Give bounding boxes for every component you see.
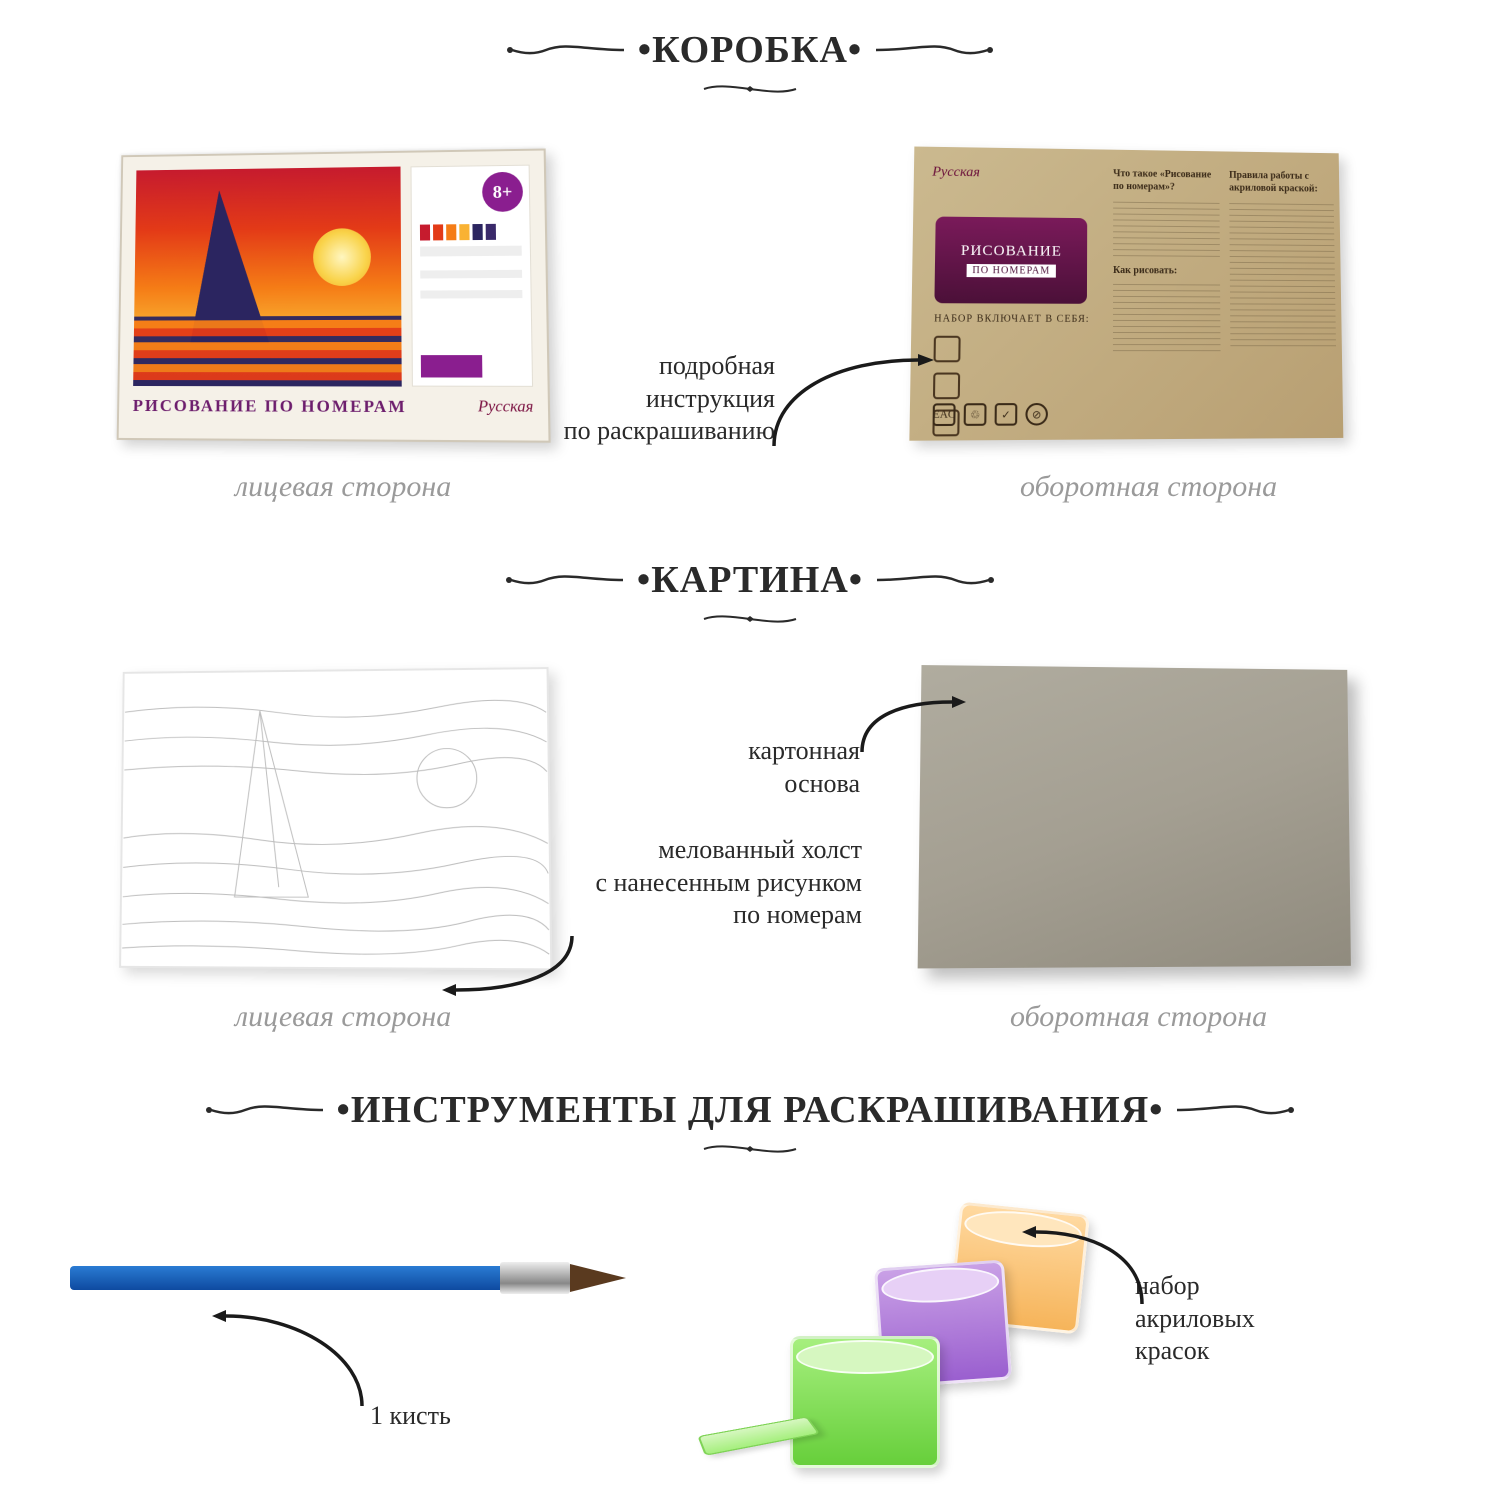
box-front: 8+ РИСОВАНИЕ ПО НОМЕРАМ Русская xyxy=(117,149,551,443)
box-front-banner: РИСОВАНИЕ ПО НОМЕРАМ xyxy=(133,396,407,417)
callout-instructions: подробная инструкция по раскрашиванию xyxy=(495,350,775,448)
callout-paints: набор акриловых красок xyxy=(1135,1270,1355,1368)
callout-instructions-l3: по раскрашиванию xyxy=(495,415,775,448)
box-front-art xyxy=(133,167,402,387)
callout-cardboard-l2: основа xyxy=(660,768,860,801)
arrow-brush-icon xyxy=(208,1306,368,1416)
box-back: Русская РИСОВАНИЕ ПО НОМЕРАМ НАБОР ВКЛЮЧ… xyxy=(909,147,1343,441)
cert-icon: ✓ xyxy=(995,403,1018,426)
callout-canvas-l2: с нанесенным рисунком xyxy=(552,867,862,900)
caption-box-back: оборотная сторона xyxy=(1020,470,1277,504)
waves-icon xyxy=(133,316,402,387)
paint-pot-green xyxy=(790,1336,940,1468)
section-title-tools-text: •ИНСТРУМЕНТЫ ДЛЯ РАСКРАШИВАНИЯ• xyxy=(337,1088,1164,1132)
age-badge: 8+ xyxy=(482,172,523,212)
canvas-outline-icon xyxy=(121,669,550,968)
arrow-instructions-icon xyxy=(768,352,938,462)
callout-paints-l1: набор xyxy=(1135,1270,1355,1303)
flourish-left-icon xyxy=(505,570,625,590)
callout-paints-l3: красок xyxy=(1135,1335,1355,1368)
flourish-right-icon xyxy=(874,40,994,60)
recycle-icon: ♲ xyxy=(964,403,987,426)
caption-canvas-back: оборотная сторона xyxy=(1010,1000,1267,1034)
box-back-badge: РИСОВАНИЕ ПО НОМЕРАМ xyxy=(934,217,1087,304)
flourish-right-icon xyxy=(875,570,995,590)
callout-cardboard: картонная основа xyxy=(660,735,860,800)
col1-heading2: Как рисовать: xyxy=(1113,264,1220,278)
callout-canvas-l1: мелованный холст xyxy=(552,834,862,867)
box-back-badge-sub: ПО НОМЕРАМ xyxy=(966,264,1056,278)
callout-canvas-l3: по номерам xyxy=(552,899,862,932)
canvas-front xyxy=(119,667,552,970)
callout-instructions-l2: инструкция xyxy=(495,383,775,416)
arrow-paints-icon xyxy=(1020,1224,1150,1314)
caption-canvas-front: лицевая сторона xyxy=(235,1000,451,1034)
box-back-footer-symbols: EAC ♲ ✓ ⊘ xyxy=(933,403,1048,426)
callout-brush: 1 кисть xyxy=(370,1400,451,1433)
box-back-col1: Что такое «Рисование по номерам»? Как ри… xyxy=(1113,167,1221,351)
flourish-under-icon xyxy=(700,82,800,96)
arrow-canvas-icon xyxy=(438,930,578,1000)
brush xyxy=(70,1242,630,1302)
section-title-canvas-text: •КАРТИНА• xyxy=(637,558,863,602)
callout-instructions-l1: подробная xyxy=(495,350,775,383)
flourish-left-icon xyxy=(506,40,626,60)
box-back-col2: Правила работы с акриловой краской: xyxy=(1229,169,1336,346)
brush-ferrule-icon xyxy=(500,1262,570,1294)
col1-heading: Что такое «Рисование по номерам»? xyxy=(1113,167,1219,194)
callout-paints-l2: акриловых xyxy=(1135,1303,1355,1336)
flourish-right-icon xyxy=(1175,1100,1295,1120)
caption-box-front: лицевая сторона xyxy=(235,470,451,504)
col2-heading: Правила работы с акриловой краской: xyxy=(1229,169,1334,196)
callout-cardboard-l1: картонная xyxy=(660,735,860,768)
prohibit-icon: ⊘ xyxy=(1025,403,1048,426)
section-title-tools: •ИНСТРУМЕНТЫ ДЛЯ РАСКРАШИВАНИЯ• xyxy=(0,1088,1500,1132)
section-title-box: •КОРОБКА• xyxy=(0,28,1500,72)
palette-swatches xyxy=(420,224,496,241)
callout-canvas-desc: мелованный холст с нанесенным рисунком п… xyxy=(552,834,862,932)
brush-bristle-icon xyxy=(570,1264,626,1292)
flourish-under-icon xyxy=(700,612,800,626)
box-front-footer: РИСОВАНИЕ ПО НОМЕРАМ Русская xyxy=(133,388,534,426)
flourish-left-icon xyxy=(205,1100,325,1120)
arrow-cardboard-icon xyxy=(856,694,966,764)
section-title-box-text: •КОРОБКА• xyxy=(638,28,862,72)
canvas-back xyxy=(918,665,1351,968)
section-title-canvas: •КАРТИНА• xyxy=(0,558,1500,602)
flourish-under-icon xyxy=(700,1142,800,1156)
box-back-kit-label: НАБОР ВКЛЮЧАЕТ В СЕБЯ: xyxy=(934,313,1090,325)
box-back-badge-top: РИСОВАНИЕ xyxy=(961,243,1062,261)
sun-icon xyxy=(313,228,371,286)
brush-handle-icon xyxy=(70,1266,500,1290)
